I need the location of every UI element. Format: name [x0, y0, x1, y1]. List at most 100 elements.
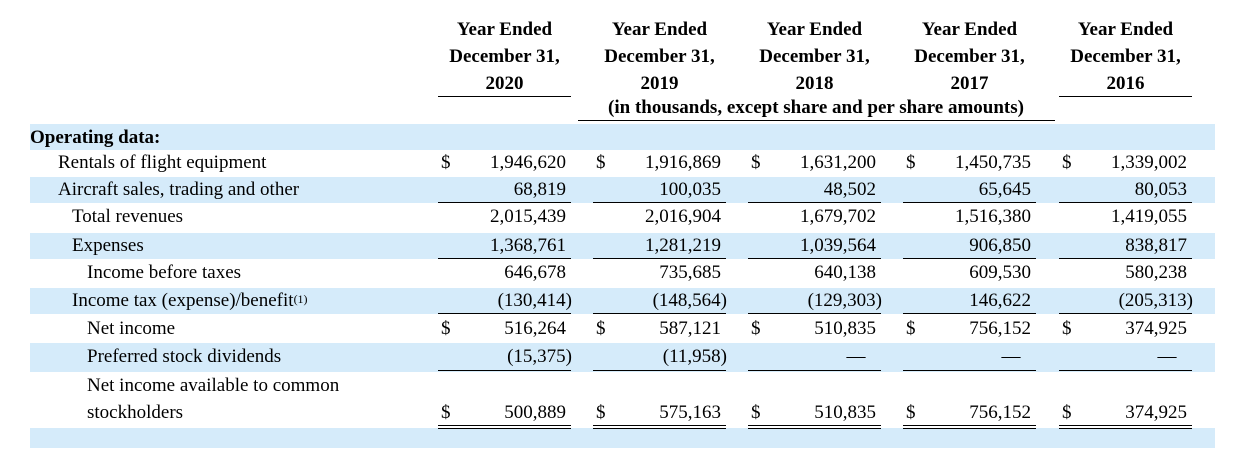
- row-label-text: Income tax (expense)/benefit: [72, 290, 294, 311]
- cell-value: (205,313): [1118, 290, 1193, 311]
- subtotal-rule: [1059, 258, 1192, 259]
- subtotal-rule: [1059, 202, 1192, 203]
- row-label: Expenses: [72, 235, 144, 256]
- col-header-year: 2016: [1106, 73, 1145, 94]
- currency-symbol: $: [1062, 318, 1072, 339]
- subtotal-rule: [438, 258, 571, 259]
- cell-value: 510,835: [814, 318, 876, 339]
- currency-symbol: $: [751, 152, 761, 173]
- cell-value: 756,152: [969, 402, 1031, 423]
- cell-value: 646,678: [504, 262, 566, 283]
- subtotal-rule: [593, 258, 726, 259]
- cell-value: 1,419,055: [1111, 206, 1187, 227]
- cell-value: 756,152: [969, 318, 1031, 339]
- band-row: [30, 233, 1215, 259]
- units-note-underline: [578, 120, 1055, 121]
- row-label: Net income: [87, 318, 176, 339]
- subtotal-rule: [438, 370, 571, 371]
- cell-value: 1,946,620: [490, 152, 566, 173]
- section-title: Operating data:: [30, 127, 161, 148]
- total-double-rule: [903, 425, 1036, 429]
- cell-value: —: [1157, 346, 1177, 367]
- band-row: [30, 177, 1215, 203]
- cell-value: 516,264: [504, 318, 566, 339]
- cell-value: —: [1001, 346, 1021, 367]
- currency-symbol: $: [596, 318, 606, 339]
- cell-value: 374,925: [1125, 402, 1187, 423]
- subtotal-rule: [903, 258, 1036, 259]
- row-label: Income before taxes: [87, 262, 242, 283]
- band-section: [30, 124, 1215, 150]
- cell-value: (11,958): [662, 346, 727, 367]
- col-header-2020: Year Ended December 31, 2020: [438, 16, 571, 97]
- row-label: Aircraft sales, trading and other: [58, 179, 300, 200]
- cell-value: 80,053: [1134, 179, 1187, 200]
- col-header-line1: Year Ended: [456, 19, 553, 40]
- col-header-line1: Year Ended: [1077, 19, 1174, 40]
- cell-value: 1,916,869: [645, 152, 721, 173]
- cell-value: (148,564): [652, 290, 727, 311]
- currency-symbol: $: [596, 152, 606, 173]
- cell-value: 1,516,380: [955, 206, 1031, 227]
- cell-value: 1,368,761: [490, 235, 566, 256]
- cell-value: 2,016,904: [645, 206, 721, 227]
- cell-value: 1,450,735: [955, 152, 1031, 173]
- subtotal-rule: [593, 313, 726, 314]
- total-double-rule: [593, 425, 726, 429]
- cell-value: 48,502: [823, 179, 876, 200]
- col-header-line1: Year Ended: [766, 19, 863, 40]
- subtotal-rule: [903, 202, 1036, 203]
- col-header-2019: Year Ended December 31, 2019: [593, 16, 726, 97]
- cell-value: 374,925: [1125, 318, 1187, 339]
- row-label: Rentals of flight equipment: [58, 152, 267, 173]
- cell-value: 1,631,200: [800, 152, 876, 173]
- cell-value: 510,835: [814, 402, 876, 423]
- subtotal-rule: [748, 313, 881, 314]
- subtotal-rule: [438, 313, 571, 314]
- col-header-line2: December 31,: [604, 46, 715, 67]
- row-label: Preferred stock dividends: [87, 346, 282, 367]
- col-header-line1: Year Ended: [921, 19, 1018, 40]
- cell-value: (130,414): [497, 290, 572, 311]
- col-header-line1: Year Ended: [611, 19, 708, 40]
- col-header-year: 2020: [485, 73, 524, 94]
- currency-symbol: $: [596, 402, 606, 423]
- total-double-rule: [1059, 425, 1192, 429]
- col-header-underline: [438, 96, 571, 97]
- row-label: stockholders: [87, 402, 184, 423]
- currency-symbol: $: [751, 402, 761, 423]
- units-note: (in thousands, except share and per shar…: [608, 97, 1024, 118]
- total-double-rule: [438, 425, 571, 429]
- currency-symbol: $: [906, 318, 916, 339]
- cell-value: 906,850: [969, 235, 1031, 256]
- subtotal-rule: [748, 258, 881, 259]
- cell-value: (129,303): [807, 290, 882, 311]
- cell-value: (15,375): [507, 346, 572, 367]
- currency-symbol: $: [441, 318, 451, 339]
- col-header-underline: [1059, 96, 1192, 97]
- col-header-2016: Year Ended December 31, 2016: [1059, 16, 1192, 97]
- cell-value: 587,121: [659, 318, 721, 339]
- subtotal-rule: [903, 370, 1036, 371]
- subtotal-rule: [593, 202, 726, 203]
- currency-symbol: $: [906, 152, 916, 173]
- cell-value: 1,339,002: [1111, 152, 1187, 173]
- col-header-2018: Year Ended December 31, 2018: [748, 16, 881, 97]
- cell-value: 580,238: [1125, 262, 1187, 283]
- currency-symbol: $: [906, 402, 916, 423]
- col-header-line2: December 31,: [759, 46, 870, 67]
- subtotal-rule: [748, 202, 881, 203]
- cell-value: 838,817: [1125, 235, 1187, 256]
- cell-value: 100,035: [659, 179, 721, 200]
- row-label: Income tax (expense)/benefit(1): [72, 289, 308, 313]
- col-header-line2: December 31,: [914, 46, 1025, 67]
- band-row: [30, 428, 1215, 448]
- cell-value: —: [846, 346, 866, 367]
- currency-symbol: $: [441, 402, 451, 423]
- currency-symbol: $: [1062, 152, 1072, 173]
- cell-value: 65,645: [978, 179, 1031, 200]
- band-row: [30, 343, 1215, 372]
- subtotal-rule: [748, 370, 881, 371]
- row-label: Total revenues: [72, 206, 184, 227]
- cell-value: 1,039,564: [800, 235, 876, 256]
